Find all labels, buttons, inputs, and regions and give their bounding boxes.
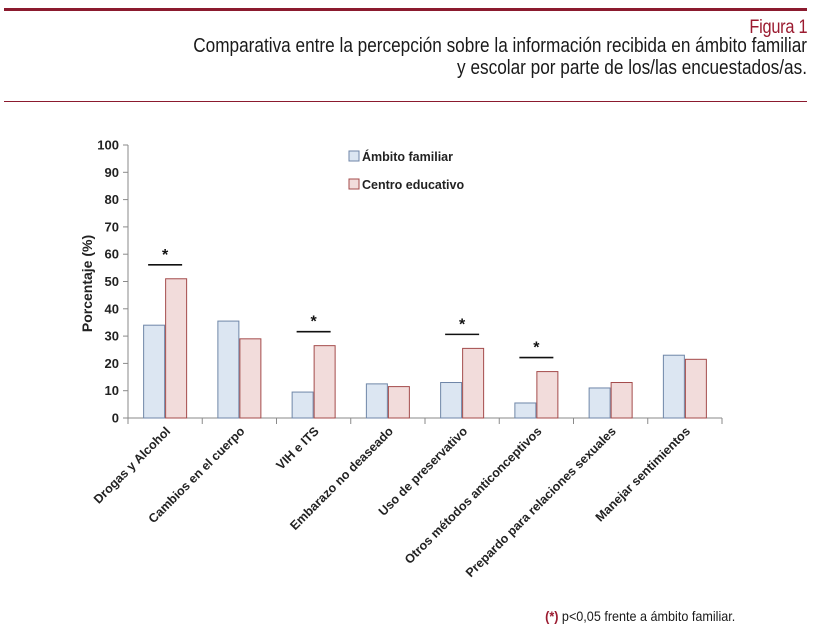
y-tick-label: 90 — [105, 165, 119, 180]
bar-centro-educativo — [313, 345, 336, 419]
bar-ambito-familiar — [662, 354, 685, 419]
bar-centro-educativo — [165, 278, 188, 419]
bar-ambito-familiar — [143, 324, 166, 419]
legend-swatch — [348, 178, 360, 190]
bar-centro-educativo — [684, 358, 707, 419]
bar-centro-educativo — [239, 338, 262, 419]
bar-ambito-familiar — [365, 383, 388, 419]
y-axis-title: Porcentaje (%) — [79, 235, 95, 332]
y-tick-label: 60 — [105, 247, 119, 262]
significance-asterisk: * — [533, 340, 540, 357]
x-category-label: Prepardo para relaciones sexuales — [463, 424, 619, 580]
x-category-label: Drogas y Alcohol — [91, 424, 173, 506]
top-rule — [4, 8, 807, 11]
figure-title: Comparativa entre la percepción sobre la… — [0, 35, 807, 79]
y-tick-label: 10 — [105, 383, 119, 398]
y-tick-label: 0 — [112, 411, 119, 426]
bottom-rule — [4, 101, 807, 102]
significance-asterisk: * — [459, 316, 466, 333]
footnote-marker: (*) — [544, 608, 559, 624]
legend-swatch — [348, 150, 360, 162]
y-tick-label: 70 — [105, 219, 119, 234]
bar-ambito-familiar — [588, 387, 611, 419]
bar-centro-educativo — [536, 371, 559, 419]
figure-title-line-2: y escolar por parte de los/las encuestad… — [457, 57, 807, 79]
footnote: (*) p<0,05 frente a ámbito familiar. — [545, 608, 735, 624]
figure-label: Figura 1 — [749, 17, 807, 38]
y-tick-label: 80 — [105, 192, 119, 207]
bar-ambito-familiar — [440, 382, 463, 419]
footnote-text: p<0,05 frente a ámbito familiar. — [558, 608, 735, 624]
figure-title-line-1: Comparativa entre la percepción sobre la… — [193, 35, 807, 57]
y-tick-label: 30 — [105, 329, 119, 344]
legend-label: Ámbito familiar — [362, 149, 453, 164]
bar-centro-educativo — [610, 382, 633, 419]
y-tick-label: 100 — [97, 138, 119, 153]
bar-centro-educativo — [387, 386, 410, 419]
bar-ambito-familiar — [217, 320, 240, 419]
legend-label: Centro educativo — [362, 178, 464, 192]
bar-centro-educativo — [462, 347, 485, 419]
bar-ambito-familiar — [291, 391, 314, 419]
y-tick-label: 20 — [105, 356, 119, 371]
bar-ambito-familiar — [514, 402, 537, 419]
y-tick-label: 50 — [105, 274, 119, 289]
significance-asterisk: * — [311, 314, 318, 331]
x-category-label: Otros métodos anticonceptivos — [402, 424, 545, 567]
y-tick-label: 40 — [105, 301, 119, 316]
x-category-label: VIH e ITS — [274, 424, 322, 472]
significance-asterisk: * — [162, 247, 169, 264]
